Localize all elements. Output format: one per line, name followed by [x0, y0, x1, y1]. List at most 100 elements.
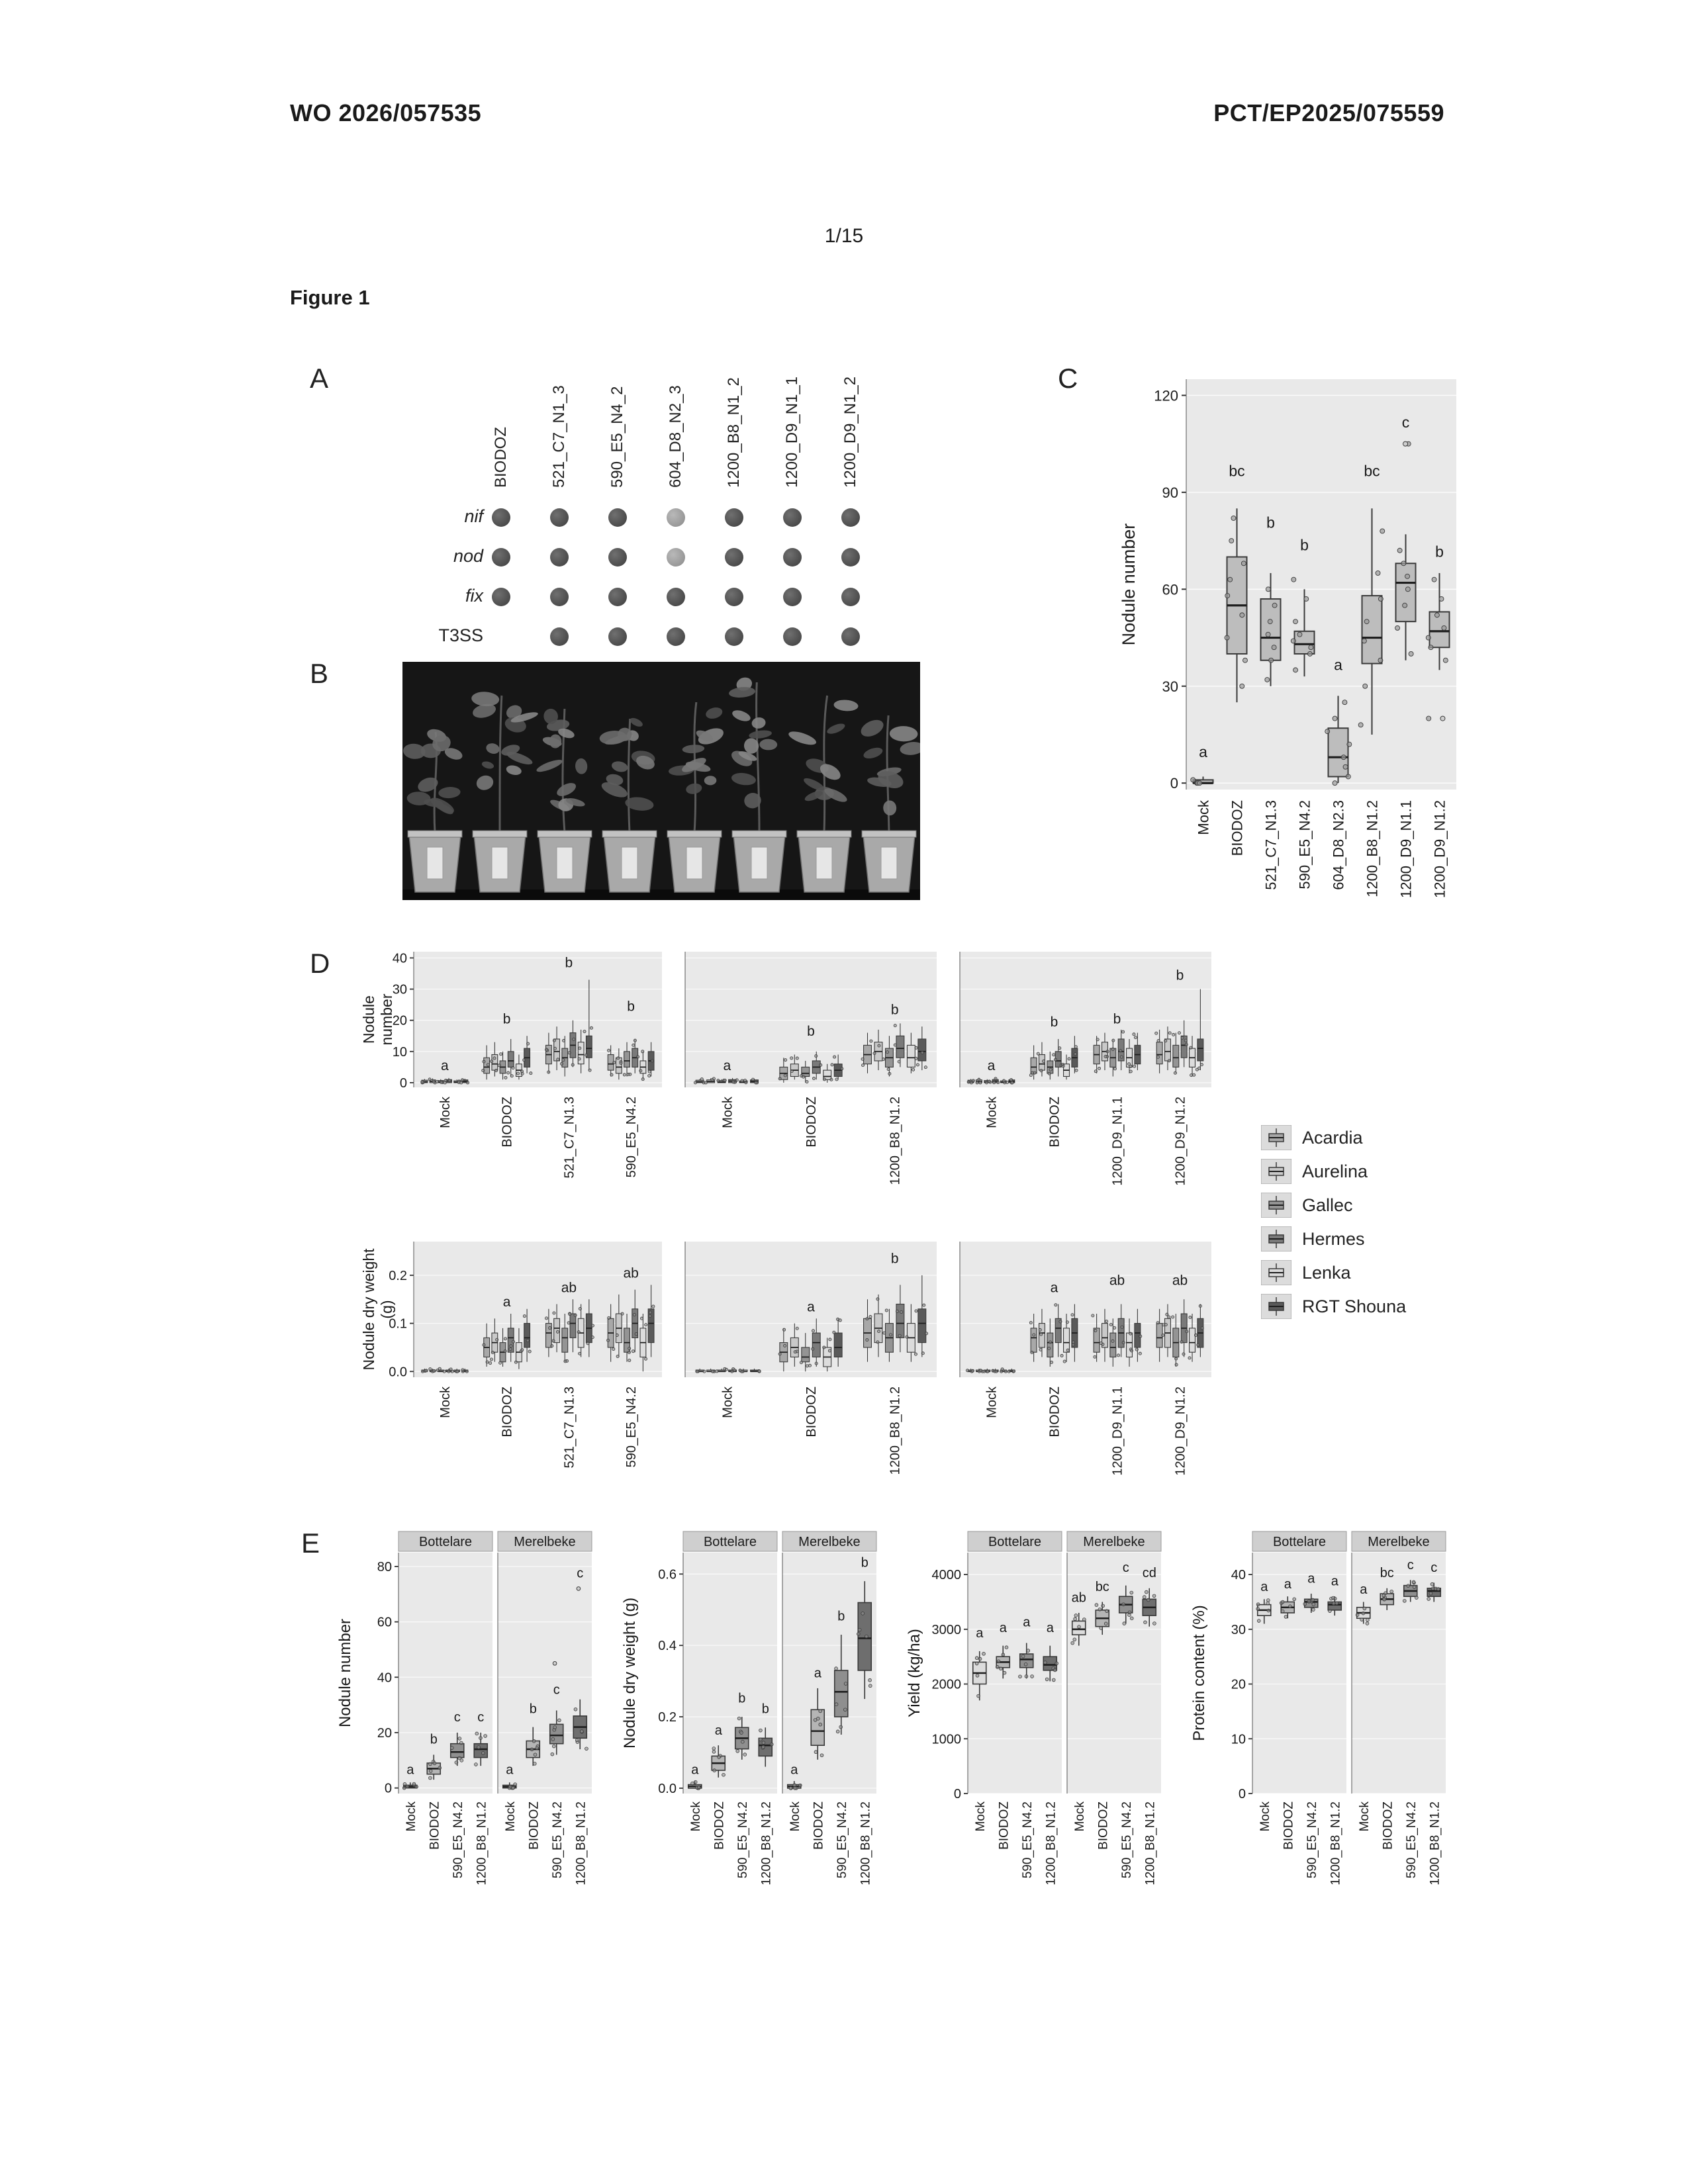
- svg-text:b: b: [738, 1691, 745, 1706]
- svg-text:b: b: [1266, 514, 1275, 531]
- svg-text:0.0: 0.0: [389, 1365, 407, 1379]
- svg-text:30: 30: [393, 983, 407, 997]
- field-nodule-number-facet-chart: 0 20 40 60 80 Nodule number Bottelare a Mock b BIO…: [334, 1529, 596, 1962]
- legend-entry-label: Aurelina: [1302, 1161, 1368, 1181]
- svg-text:c: c: [1407, 1558, 1414, 1572]
- svg-text:Mock: Mock: [788, 1801, 802, 1832]
- svg-text:a: a: [1331, 1574, 1339, 1589]
- gene-presence-dot: [608, 627, 627, 646]
- panel-label-b: B: [310, 658, 329, 689]
- svg-text:0.2: 0.2: [658, 1710, 677, 1725]
- svg-text:1200_B8_N1.2: 1200_B8_N1.2: [1044, 1801, 1058, 1886]
- svg-text:0: 0: [954, 1787, 961, 1801]
- svg-text:b: b: [837, 1609, 845, 1623]
- gene-presence-dot: [550, 588, 569, 606]
- svg-text:Yield (kg/ha): Yield (kg/ha): [906, 1629, 923, 1717]
- legend-entry: Hermes: [1261, 1226, 1460, 1251]
- boxplot-key-icon: [1261, 1125, 1291, 1150]
- gene-presence-dot: [783, 627, 802, 646]
- svg-text:590_E5_N4.2: 590_E5_N4.2: [1120, 1801, 1134, 1878]
- svg-text:40: 40: [377, 1670, 392, 1685]
- gene-presence-dot: [783, 508, 802, 527]
- yield-facet-chart: 0 1000 2000 3000 4000 Yield (kg/ha) Bottelare a…: [904, 1529, 1165, 1962]
- svg-text:a: a: [503, 1295, 511, 1310]
- gene-presence-dot: [667, 588, 685, 606]
- gene-presence-dot: [550, 508, 569, 527]
- svg-text:1200_B8_N1.2: 1200_B8_N1.2: [759, 1801, 773, 1886]
- svg-text:Merelbeke: Merelbeke: [1083, 1535, 1145, 1549]
- svg-text:1000: 1000: [932, 1732, 962, 1747]
- svg-text:b: b: [1300, 537, 1309, 554]
- svg-text:BIODOZ: BIODOZ: [1381, 1801, 1395, 1850]
- legend-entry-label: RGT Shouna: [1302, 1296, 1407, 1316]
- svg-text:10: 10: [393, 1045, 407, 1060]
- svg-text:BIODOZ: BIODOZ: [500, 1097, 515, 1148]
- svg-text:0: 0: [1170, 775, 1178, 792]
- svg-text:BIODOZ: BIODOZ: [712, 1801, 726, 1850]
- svg-text:a: a: [691, 1762, 699, 1777]
- legend-entry: Gallec: [1261, 1193, 1460, 1218]
- svg-text:a: a: [715, 1723, 723, 1738]
- gene-presence-dot: [841, 508, 860, 527]
- svg-text:521_C7_N1.3: 521_C7_N1.3: [1263, 800, 1280, 890]
- svg-text:c: c: [477, 1710, 484, 1725]
- svg-text:bc: bc: [1380, 1566, 1394, 1580]
- svg-text:bc: bc: [1229, 462, 1244, 479]
- page-number: 1/15: [824, 225, 864, 247]
- svg-text:number: number: [378, 993, 395, 1045]
- svg-text:604_D8_N2.3: 604_D8_N2.3: [1331, 800, 1347, 890]
- variety-legend: Acardia Aurelina Gallec Hermes Lenka RGT Shou…: [1261, 1125, 1460, 1328]
- strain-column-label: 1200_D9_N1_2: [841, 376, 859, 488]
- legend-entry-label: Acardia: [1302, 1127, 1363, 1148]
- svg-text:b: b: [1113, 1011, 1121, 1026]
- strain-column-label: 604_D8_N2_3: [667, 385, 684, 488]
- gene-presence-dot: [841, 548, 860, 567]
- svg-text:b: b: [1176, 968, 1184, 983]
- boxplot-key-icon: [1261, 1294, 1291, 1319]
- svg-text:1200_B8_N1.2: 1200_B8_N1.2: [1329, 1801, 1342, 1886]
- svg-text:Protein content (%): Protein content (%): [1190, 1605, 1208, 1741]
- nodule-dry-weight-variety-boxplot-3: Mock a BIODOZ ab 1200_D9_N1.1 ab 1200_D9_N1.2: [953, 1236, 1218, 1518]
- panel-label-c: C: [1058, 363, 1078, 394]
- boxplot-key-icon: [1261, 1226, 1291, 1251]
- svg-text:Mock: Mock: [689, 1801, 703, 1832]
- svg-text:ab: ab: [623, 1266, 638, 1281]
- svg-text:Mock: Mock: [720, 1386, 735, 1418]
- svg-text:1200_B8_N1.2: 1200_B8_N1.2: [475, 1801, 489, 1886]
- strain-column-label: 521_C7_N1_3: [550, 385, 568, 488]
- svg-text:Mock: Mock: [985, 1386, 1000, 1418]
- svg-text:1200_B8_N1.2: 1200_B8_N1.2: [574, 1801, 588, 1886]
- gene-presence-dot: [608, 588, 627, 606]
- gene-presence-dot: [783, 548, 802, 567]
- protein-content-facet-chart: 0 10 20 30 40 Protein content (%) Bottelare a Mo…: [1188, 1529, 1450, 1962]
- svg-text:60: 60: [377, 1615, 392, 1630]
- svg-text:Nodule dry weight: Nodule dry weight: [361, 1248, 377, 1371]
- panel-label-e: E: [301, 1527, 320, 1559]
- svg-text:a: a: [1047, 1621, 1055, 1635]
- svg-text:BIODOZ: BIODOZ: [804, 1387, 819, 1437]
- svg-text:1200_B8_N1.2: 1200_B8_N1.2: [888, 1097, 903, 1185]
- svg-text:c: c: [577, 1567, 583, 1581]
- svg-text:Mock: Mock: [1358, 1801, 1372, 1832]
- svg-text:b: b: [807, 1024, 815, 1039]
- svg-text:590_E5_N4.2: 590_E5_N4.2: [451, 1801, 465, 1878]
- svg-text:20: 20: [393, 1014, 407, 1028]
- svg-text:1200_D9_N1.2: 1200_D9_N1.2: [1174, 1387, 1188, 1476]
- svg-text:Merelbeke: Merelbeke: [1368, 1535, 1429, 1549]
- svg-text:a: a: [1199, 743, 1207, 760]
- svg-text:a: a: [1023, 1615, 1031, 1630]
- svg-text:590_E5_N4.2: 590_E5_N4.2: [1305, 1801, 1319, 1878]
- gene-row-label: nif: [464, 506, 483, 526]
- svg-text:0: 0: [400, 1076, 407, 1091]
- svg-text:b: b: [891, 1251, 899, 1267]
- svg-text:a: a: [1260, 1580, 1268, 1594]
- svg-text:ab: ab: [1072, 1590, 1086, 1605]
- gene-presence-dot: [608, 508, 627, 527]
- svg-text:a: a: [1334, 656, 1342, 673]
- svg-text:a: a: [814, 1666, 822, 1681]
- svg-text:a: a: [1307, 1572, 1315, 1586]
- nodule-number-boxplot: a Mock bc BIODOZ b 521_C7_N1.3 b 590_E5_N4.2 a 60…: [1112, 363, 1463, 935]
- svg-text:1200_D9_N1.2: 1200_D9_N1.2: [1432, 800, 1448, 898]
- svg-text:c: c: [1402, 414, 1410, 431]
- svg-text:590_E5_N4.2: 590_E5_N4.2: [624, 1387, 639, 1467]
